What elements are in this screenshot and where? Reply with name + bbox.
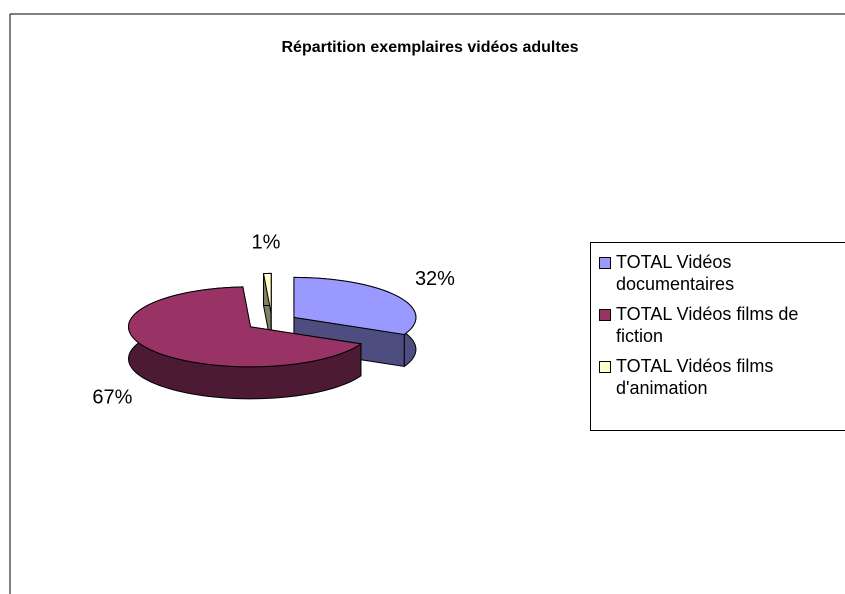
data-label: 67% [92,386,132,408]
legend: TOTAL Vidéos documentaires TOTAL Vidéos f… [590,242,845,431]
legend-item: TOTAL Vidéos films de fiction [599,303,845,347]
slice [293,276,417,335]
legend-item: TOTAL Vidéos films d'animation [599,355,845,399]
legend-label: TOTAL Vidéos films d'animation [616,356,774,398]
legend-item: TOTAL Vidéos documentaires [599,251,845,295]
legend-swatch [599,257,611,269]
legend-label: TOTAL Vidéos documentaires [616,252,735,294]
legend-swatch [599,361,611,373]
legend-label: TOTAL Vidéos films de fiction [616,304,799,346]
legend-swatch [599,309,611,321]
slice [262,272,272,314]
data-label: 1% [251,232,280,254]
chart-title: Répartition exemplaires vidéos adultes [282,39,579,56]
slice [128,286,363,368]
data-label: 32% [415,268,455,290]
